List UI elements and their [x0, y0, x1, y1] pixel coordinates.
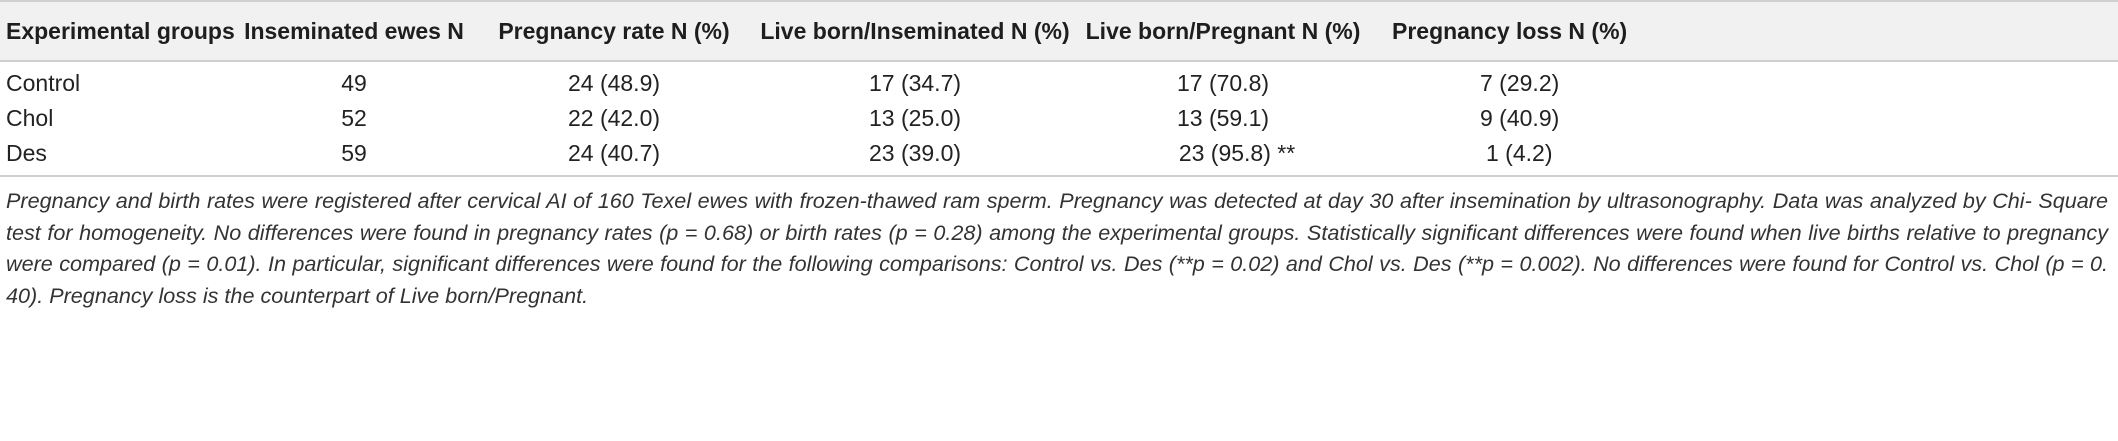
table-header-row: Experimental groups Inseminated ewes N P… — [0, 0, 2118, 62]
header-pregnancy-rate: Pregnancy rate N (%) — [498, 17, 730, 44]
table-footnote: Pregnancy and birth rates were registere… — [6, 188, 2108, 308]
header-inseminated-ewes: Inseminated ewes N — [244, 17, 464, 44]
cell-live-inseminated: 13 (25.0) — [868, 105, 962, 131]
header-pregnancy-loss: Pregnancy loss N (%) — [1392, 17, 1628, 44]
header-live-born-inseminated: Live born/Inseminated N (%) — [760, 17, 1070, 44]
cell-live-inseminated: 17 (34.7) — [868, 70, 962, 96]
cell-pregnancy-loss: 9 (40.9) — [1480, 105, 1560, 131]
cell-group: Des — [6, 140, 47, 166]
cell-pregnancy-loss: 1 (4.2) — [1486, 140, 1553, 166]
cell-inseminated: 59 — [341, 140, 367, 166]
cell-group: Control — [6, 70, 81, 96]
cell-live-pregnant: 13 (59.1) — [1176, 105, 1270, 131]
cell-pregnancy-rate: 24 (40.7) — [567, 140, 661, 166]
results-table: Experimental groups Inseminated ewes N P… — [0, 0, 2118, 308]
cell-pregnancy-loss: 7 (29.2) — [1480, 70, 1560, 96]
cell-inseminated: 52 — [341, 105, 367, 131]
cell-pregnancy-rate: 24 (48.9) — [567, 70, 661, 96]
cell-inseminated: 49 — [341, 70, 367, 96]
table-row: Des 59 24 (40.7) 23 (39.0) 23 (95.8) ** … — [0, 136, 2118, 171]
cell-live-inseminated: 23 (39.0) — [868, 140, 962, 166]
cell-group: Chol — [6, 105, 54, 131]
table-row: Chol 52 22 (42.0) 13 (25.0) 13 (59.1) 9 … — [0, 101, 2118, 136]
header-live-born-pregnant: Live born/Pregnant N (%) — [1085, 17, 1361, 44]
cell-live-pregnant: 17 (70.8) — [1176, 70, 1270, 96]
cell-pregnancy-rate: 22 (42.0) — [567, 105, 661, 131]
cell-live-pregnant: 23 (95.8) ** — [1178, 140, 1296, 166]
header-experimental-groups: Experimental groups — [6, 17, 235, 44]
table-bottom-rule — [0, 175, 2118, 177]
table-row: Control 49 24 (48.9) 17 (34.7) 17 (70.8)… — [0, 66, 2118, 101]
